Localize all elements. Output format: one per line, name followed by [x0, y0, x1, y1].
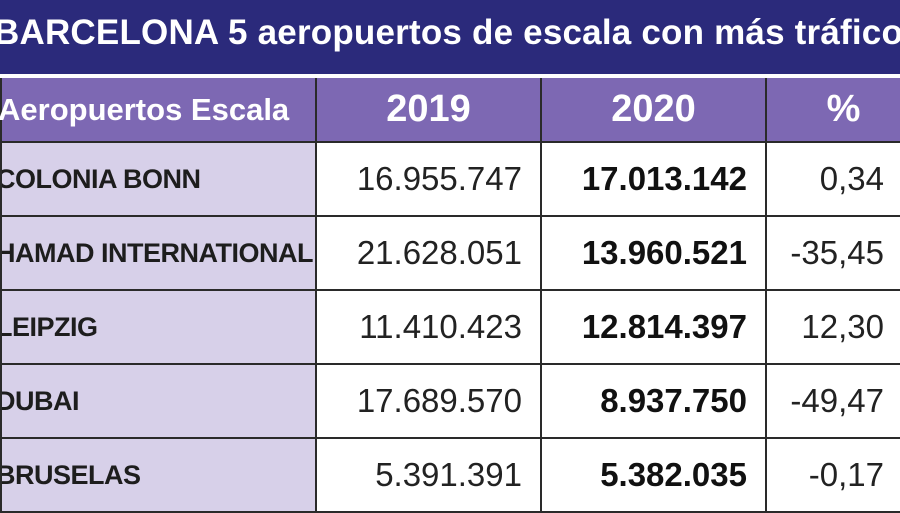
header-row: Aeropuertos Escala 2019 2020 %	[0, 78, 900, 143]
airport-name: DUBAI	[0, 363, 317, 439]
table-title-bar: BARCELONA 5 aeropuertos de escala con má…	[0, 0, 900, 78]
value-2019: 21.628.051	[315, 215, 542, 291]
value-2019: 16.955.747	[315, 141, 542, 217]
value-2020: 17.013.142	[540, 141, 767, 217]
header-percent: %	[765, 78, 900, 143]
value-percent: -35,45	[765, 215, 900, 291]
table-row: HAMAD INTERNATIONAL 21.628.051 13.960.52…	[0, 215, 900, 291]
header-2019: 2019	[315, 78, 542, 143]
header-airports: Aeropuertos Escala	[0, 78, 317, 143]
value-2020: 8.937.750	[540, 363, 767, 439]
header-2020: 2020	[540, 78, 767, 143]
value-2019: 17.689.570	[315, 363, 542, 439]
table-row: BRUSELAS 5.391.391 5.382.035 -0,17	[0, 437, 900, 513]
table-row: LEIPZIG 11.410.423 12.814.397 12,30	[0, 289, 900, 365]
value-2020: 12.814.397	[540, 289, 767, 365]
airport-name: BRUSELAS	[0, 437, 317, 513]
value-percent: -49,47	[765, 363, 900, 439]
airport-traffic-table: Aeropuertos Escala 2019 2020 % COLONIA B…	[0, 78, 900, 513]
value-percent: 12,30	[765, 289, 900, 365]
value-2020: 5.382.035	[540, 437, 767, 513]
airport-name: HAMAD INTERNATIONAL	[0, 215, 317, 291]
value-2019: 5.391.391	[315, 437, 542, 513]
table-row: COLONIA BONN 16.955.747 17.013.142 0,34	[0, 141, 900, 217]
value-2020: 13.960.521	[540, 215, 767, 291]
value-percent: 0,34	[765, 141, 900, 217]
value-percent: -0,17	[765, 437, 900, 513]
value-2019: 11.410.423	[315, 289, 542, 365]
airport-name: LEIPZIG	[0, 289, 317, 365]
table-title: BARCELONA 5 aeropuertos de escala con má…	[0, 13, 900, 52]
table-row: DUBAI 17.689.570 8.937.750 -49,47	[0, 363, 900, 439]
airport-name: COLONIA BONN	[0, 141, 317, 217]
